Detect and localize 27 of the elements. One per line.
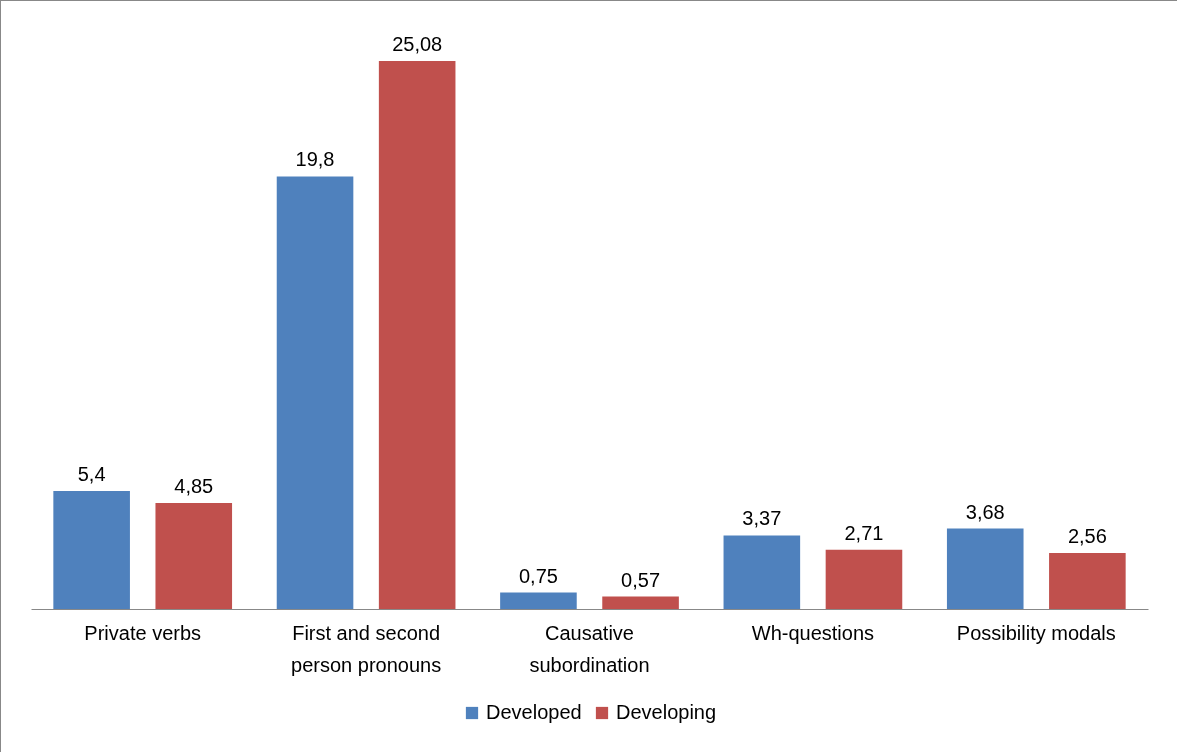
bar: [723, 535, 801, 609]
data-label: 2,71: [844, 521, 884, 544]
x-tick-label: Wh-questions: [751, 621, 875, 644]
data-label: 0,75: [518, 564, 558, 587]
data-label: 0,57: [621, 568, 661, 591]
bar: [500, 592, 577, 609]
bar: [155, 503, 233, 609]
data-label: 2,56: [1067, 525, 1107, 548]
x-tick-label: First and second person pronouns: [291, 621, 442, 676]
bar: [1049, 553, 1126, 609]
bar: [378, 61, 456, 609]
x-tick-label: Private verbs: [84, 621, 202, 644]
legend-label: Developing: [616, 701, 717, 723]
bar: [53, 491, 130, 609]
data-label: 3,37: [742, 507, 782, 530]
bar: [602, 596, 679, 609]
x-tick-label: Causative subordination: [529, 621, 650, 676]
bar: [276, 176, 354, 609]
bar: [946, 528, 1024, 609]
data-label: 19,8: [295, 148, 335, 171]
data-label: 5,4: [77, 463, 106, 486]
data-label: 25,08: [392, 33, 443, 56]
data-label: 4,85: [174, 475, 214, 498]
data-label: 3,68: [965, 500, 1005, 523]
legend-label: Developed: [486, 701, 582, 723]
bar: [825, 549, 903, 609]
x-tick-label: Possibility modals: [956, 621, 1116, 644]
